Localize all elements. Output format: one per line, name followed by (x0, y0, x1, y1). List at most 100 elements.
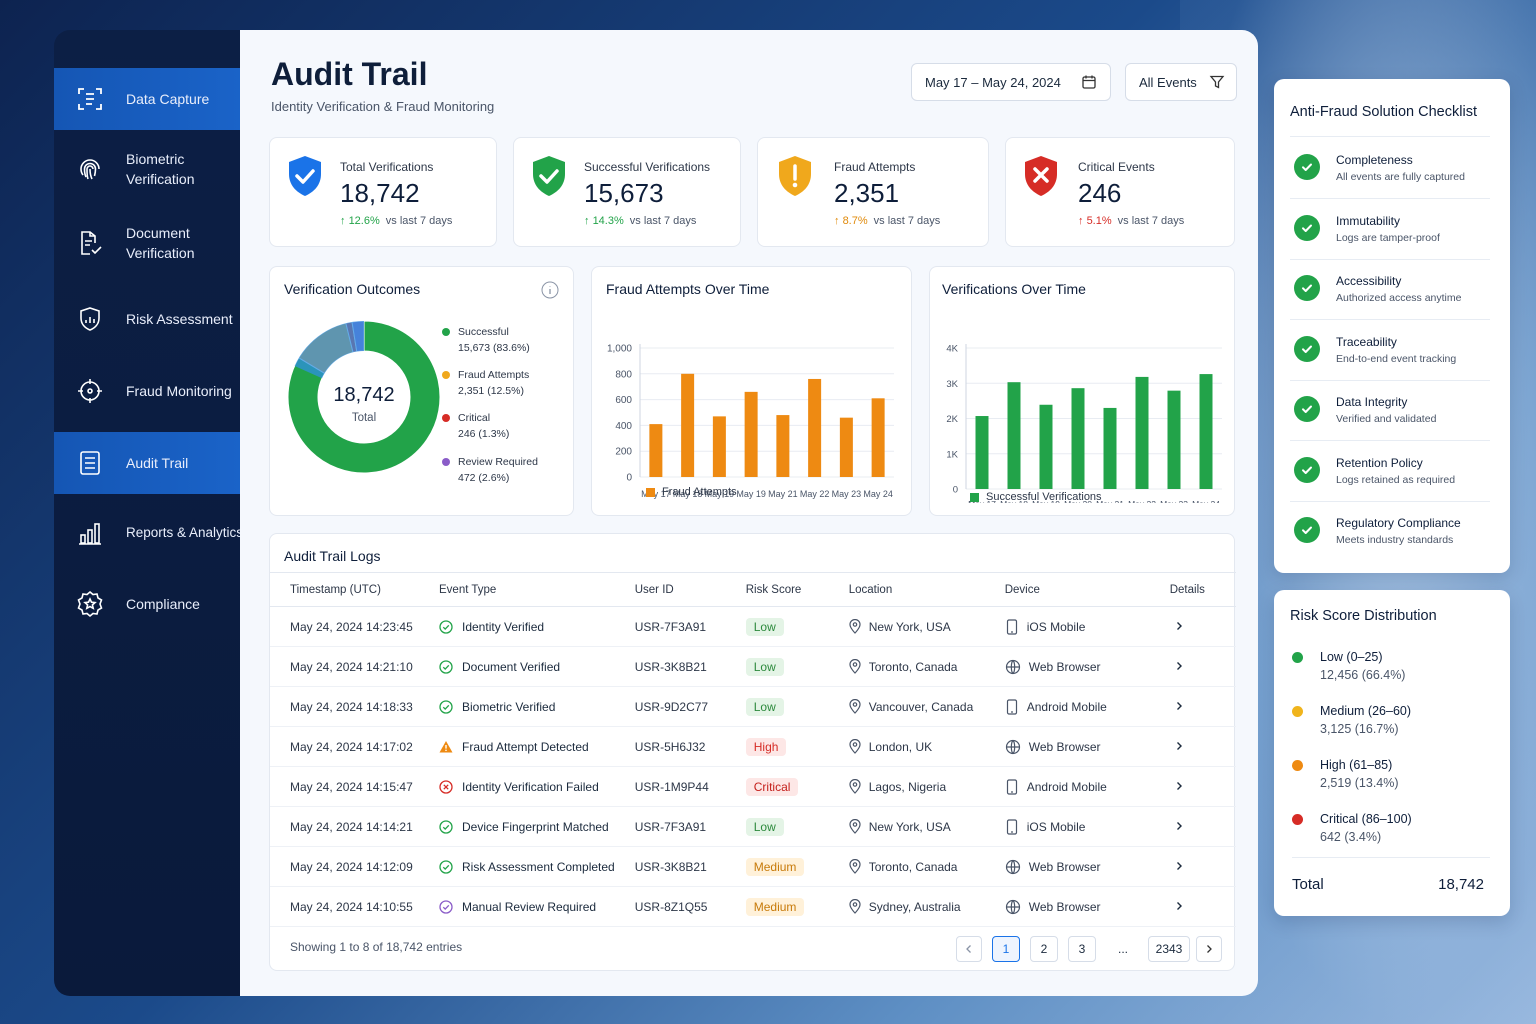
column-header[interactable]: User ID (614, 572, 726, 607)
cell-location: Sydney, Australia (828, 886, 985, 927)
cell-risk-score: Medium (725, 886, 829, 927)
legend-name: Successful (458, 326, 509, 338)
sidebar-item-audit-trail[interactable]: Audit Trail (54, 432, 240, 494)
cell-event-type: Document Verified (419, 646, 615, 687)
sidebar-item-reports-analytics[interactable]: Reports & Analytics (54, 502, 240, 564)
cell-timestamp: May 24, 2024 14:21:10 (270, 646, 419, 687)
chevron-right-icon[interactable] (1174, 741, 1184, 751)
y-tick-label: 0 (953, 485, 958, 496)
x-tick-label: May 19 (705, 489, 735, 499)
sidebar-item-compliance[interactable]: Compliance (54, 573, 240, 635)
legend-dot (442, 458, 450, 466)
cell-details[interactable] (1149, 726, 1236, 767)
chevron-right-icon[interactable] (1174, 821, 1184, 831)
table-row[interactable]: May 24, 2024 14:17:02 Fraud Attempt Detec… (270, 726, 1236, 767)
event-filter-dropdown[interactable]: All Events (1125, 63, 1237, 101)
chevron-right-icon[interactable] (1174, 861, 1184, 871)
column-header[interactable]: Risk Score (725, 572, 829, 607)
cell-details[interactable] (1149, 886, 1236, 927)
cell-details[interactable] (1149, 686, 1236, 727)
globe-icon (1005, 859, 1021, 875)
check-circle-icon (439, 699, 453, 714)
chevron-right-icon[interactable] (1174, 781, 1184, 791)
table-row[interactable]: May 24, 2024 14:10:55 Manual Review Requi… (270, 886, 1236, 927)
cell-event-type: Fraud Attempt Detected (419, 726, 615, 767)
chevron-right-icon[interactable] (1174, 701, 1184, 711)
pagination-prev-button[interactable] (956, 936, 982, 962)
y-tick-label: 1,000 (607, 344, 632, 355)
column-header[interactable]: Event Type (419, 572, 615, 607)
event-label: Biometric Verified (462, 699, 556, 714)
event-label: Risk Assessment Completed (462, 859, 615, 874)
x-tick-label: May 17 (968, 499, 996, 503)
cell-details[interactable] (1149, 646, 1236, 687)
location-label: Vancouver, Canada (868, 699, 974, 714)
x-tick-label: May 22 (800, 489, 830, 499)
column-header[interactable]: Timestamp (UTC) (270, 572, 419, 607)
check-circle-icon (1294, 275, 1320, 301)
sidebar-item-fraud-monitoring[interactable]: Fraud Monitoring (54, 360, 240, 422)
verification-outcomes-card: Verification Outcomes 18,742 Total Succe… (269, 266, 574, 516)
pagination-next-button[interactable] (1196, 936, 1222, 962)
bar (1007, 382, 1021, 489)
risk-badge: Medium (745, 857, 805, 876)
column-header[interactable]: Device (984, 572, 1150, 607)
cell-user-id: USR-3K8B21 (614, 646, 726, 687)
sidebar-item-data-capture[interactable]: Data Capture (54, 68, 240, 130)
cell-details[interactable] (1149, 606, 1236, 647)
cell-details[interactable] (1149, 846, 1236, 887)
fraud-attempts-chart-card: Fraud Attempts Over Time 0 200 400 600 800 1,… (591, 266, 912, 516)
chevron-right-icon[interactable] (1174, 621, 1184, 631)
risk-item-low: Low (0–25) 12,456 (66.4%) (1292, 648, 1405, 684)
table-row[interactable]: May 24, 2024 14:23:45 Identity Verified US… (270, 606, 1236, 647)
location-pin-icon (849, 699, 861, 714)
cell-device: iOS Mobile (984, 606, 1150, 647)
pagination-page-last[interactable]: 2343 (1148, 936, 1190, 962)
info-icon[interactable] (541, 281, 559, 304)
column-header[interactable]: Location (828, 572, 985, 607)
x-tick-label: May 21 (768, 489, 798, 499)
event-label: Identity Verified (462, 619, 545, 634)
sidebar-item-biometric-verification[interactable]: Biometric Verification (54, 138, 240, 200)
pagination-page-1[interactable]: 1 (992, 936, 1020, 962)
divider (1290, 136, 1490, 137)
cell-details[interactable] (1149, 806, 1236, 847)
checklist-item-subtitle: All events are fully captured (1336, 171, 1465, 183)
check-circle-icon (439, 619, 453, 634)
cell-risk-score: Low (725, 646, 829, 687)
chevron-right-icon[interactable] (1174, 661, 1184, 671)
sidebar-item-risk-assessment[interactable]: Risk Assessment (54, 288, 240, 350)
shield-x-icon (1022, 154, 1060, 203)
pagination-page-3[interactable]: 3 (1068, 936, 1096, 962)
anti-fraud-checklist-panel: Anti-Fraud Solution Checklist Completene… (1274, 79, 1510, 573)
legend-name: Critical (458, 412, 491, 424)
panel-title: Anti-Fraud Solution Checklist (1290, 104, 1477, 120)
table-row[interactable]: May 24, 2024 14:21:10 Document Verified US… (270, 646, 1236, 687)
column-header[interactable]: Details (1149, 572, 1236, 607)
x-tick-label: May 24 (1192, 499, 1220, 503)
kpi-card-successful-verifications: Successful Verifications 15,673 ↑ 14.3% v… (513, 137, 741, 247)
chevron-right-icon[interactable] (1174, 901, 1184, 911)
table-row[interactable]: May 24, 2024 14:18:33 Biometric Verified U… (270, 686, 1236, 727)
legend-swatch (970, 492, 979, 502)
cell-device: Web Browser (984, 886, 1150, 927)
sidebar-item-document-verification[interactable]: Document Verification (54, 212, 240, 274)
pagination-page-2[interactable]: 2 (1030, 936, 1058, 962)
risk-badge: Medium (745, 897, 805, 916)
bar (871, 398, 885, 477)
table-row[interactable]: May 24, 2024 14:14:21 Device Fingerprint … (270, 806, 1236, 847)
bar (1039, 404, 1053, 489)
location-label: Toronto, Canada (868, 859, 958, 874)
cell-event-type: Identity Verified (419, 606, 615, 647)
table-row[interactable]: May 24, 2024 14:12:09 Risk Assessment Com… (270, 846, 1236, 887)
date-range-picker[interactable]: May 17 – May 24, 2024 (911, 63, 1111, 101)
page-subtitle: Identity Verification & Fraud Monitoring (271, 99, 495, 114)
table-row[interactable]: May 24, 2024 14:15:47 Identity Verificati… (270, 766, 1236, 807)
x-tick-label: May 20 (1064, 499, 1092, 503)
kpi-title: Successful Verifications (584, 160, 711, 174)
cell-details[interactable] (1149, 766, 1236, 807)
x-tick-label: May 19 (1032, 499, 1060, 503)
risk-item-critical: Critical (86–100) 642 (3.4%) (1292, 810, 1412, 846)
device-label: Android Mobile (1026, 779, 1107, 794)
